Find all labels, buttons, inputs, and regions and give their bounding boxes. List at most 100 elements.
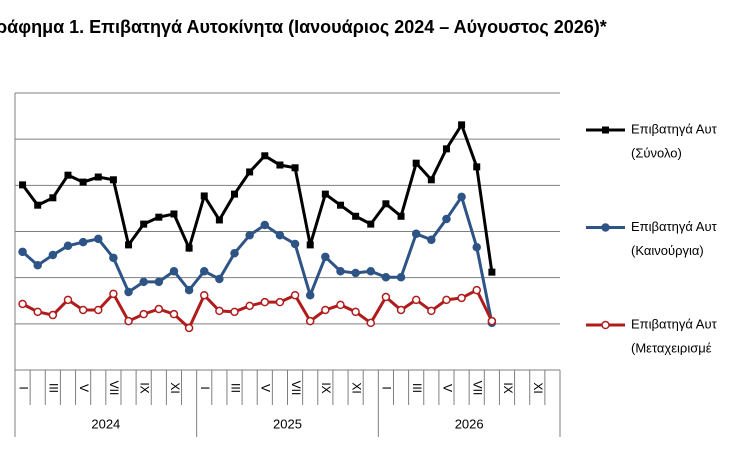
point xyxy=(275,297,285,307)
point xyxy=(306,241,314,249)
point xyxy=(33,307,42,317)
point xyxy=(427,306,436,316)
point xyxy=(94,173,102,181)
point xyxy=(169,266,179,276)
point xyxy=(199,266,209,276)
point xyxy=(124,316,133,326)
x-tick-label: VII xyxy=(107,381,121,396)
x-tick-label: V xyxy=(440,384,454,392)
point xyxy=(19,181,27,189)
point xyxy=(473,163,481,171)
legend-label-detail: (Μεταχειρισμέ xyxy=(631,340,712,355)
point xyxy=(94,234,103,244)
x-tick-label: VII xyxy=(471,381,485,396)
point xyxy=(411,229,421,239)
x-tick-label: III xyxy=(47,383,61,393)
point xyxy=(18,299,27,309)
point xyxy=(215,216,223,224)
point xyxy=(261,152,269,160)
legend-marker xyxy=(601,320,610,330)
point xyxy=(155,213,163,221)
point xyxy=(458,121,466,129)
x-group-label: 2026 xyxy=(455,416,484,431)
point xyxy=(170,210,178,218)
point xyxy=(352,212,360,220)
x-tick-label: IX xyxy=(138,382,152,393)
point xyxy=(397,212,405,220)
legend-label-detail: (Σύνολο) xyxy=(631,145,682,160)
point xyxy=(78,305,88,315)
x-tick-label: I xyxy=(198,386,212,389)
legend-label-detail: (Καινούργια) xyxy=(631,243,704,258)
point xyxy=(366,266,376,276)
x-group-label: 2025 xyxy=(273,416,302,431)
point xyxy=(427,235,436,245)
point xyxy=(457,192,466,202)
point xyxy=(231,190,239,198)
point xyxy=(215,274,224,284)
point xyxy=(79,178,87,186)
legend-label: Επιβατηγά Αυτ xyxy=(631,121,718,136)
point xyxy=(336,266,345,276)
point xyxy=(18,247,27,257)
point xyxy=(367,220,375,228)
point xyxy=(140,220,148,228)
point xyxy=(94,305,103,315)
point xyxy=(215,306,224,316)
point xyxy=(154,304,164,314)
point xyxy=(275,230,285,240)
point xyxy=(305,316,315,326)
point xyxy=(109,176,117,184)
point xyxy=(336,201,344,209)
point xyxy=(472,242,481,252)
point xyxy=(412,159,420,167)
point xyxy=(321,252,330,262)
point xyxy=(184,323,194,333)
legend-marker xyxy=(601,223,610,232)
legend-marker xyxy=(602,126,609,134)
legend-label: Επιβατηγά Αυτ xyxy=(631,316,718,331)
point xyxy=(139,309,148,319)
point xyxy=(336,300,345,310)
x-tick-label: XI xyxy=(168,382,182,393)
point xyxy=(442,295,451,305)
point xyxy=(48,310,58,320)
x-tick-label: V xyxy=(259,384,273,392)
point xyxy=(184,285,194,295)
point xyxy=(63,241,73,251)
point xyxy=(230,307,239,317)
point xyxy=(442,214,451,224)
point xyxy=(230,248,239,258)
x-tick-label: VII xyxy=(289,381,303,396)
point xyxy=(381,272,391,282)
x-tick-label: III xyxy=(228,383,242,393)
point xyxy=(245,301,254,311)
point xyxy=(246,168,254,176)
series-line xyxy=(21,288,494,331)
point xyxy=(427,176,435,184)
point xyxy=(382,200,390,208)
point xyxy=(63,295,73,305)
point xyxy=(49,194,57,202)
point xyxy=(411,295,421,305)
point xyxy=(139,277,148,287)
point xyxy=(457,293,466,303)
point xyxy=(34,201,42,209)
x-tick-label: XI xyxy=(531,382,545,393)
point xyxy=(260,297,270,307)
point xyxy=(169,309,179,319)
point xyxy=(305,290,315,300)
point xyxy=(33,260,42,270)
point xyxy=(472,285,481,295)
point xyxy=(199,290,209,300)
point xyxy=(260,220,270,230)
point xyxy=(185,244,193,252)
x-tick-label: XI xyxy=(349,382,363,393)
x-tick-label: V xyxy=(77,384,91,392)
point xyxy=(442,145,450,153)
point xyxy=(109,289,118,299)
point xyxy=(78,237,88,247)
point xyxy=(64,171,72,179)
point xyxy=(200,192,208,200)
